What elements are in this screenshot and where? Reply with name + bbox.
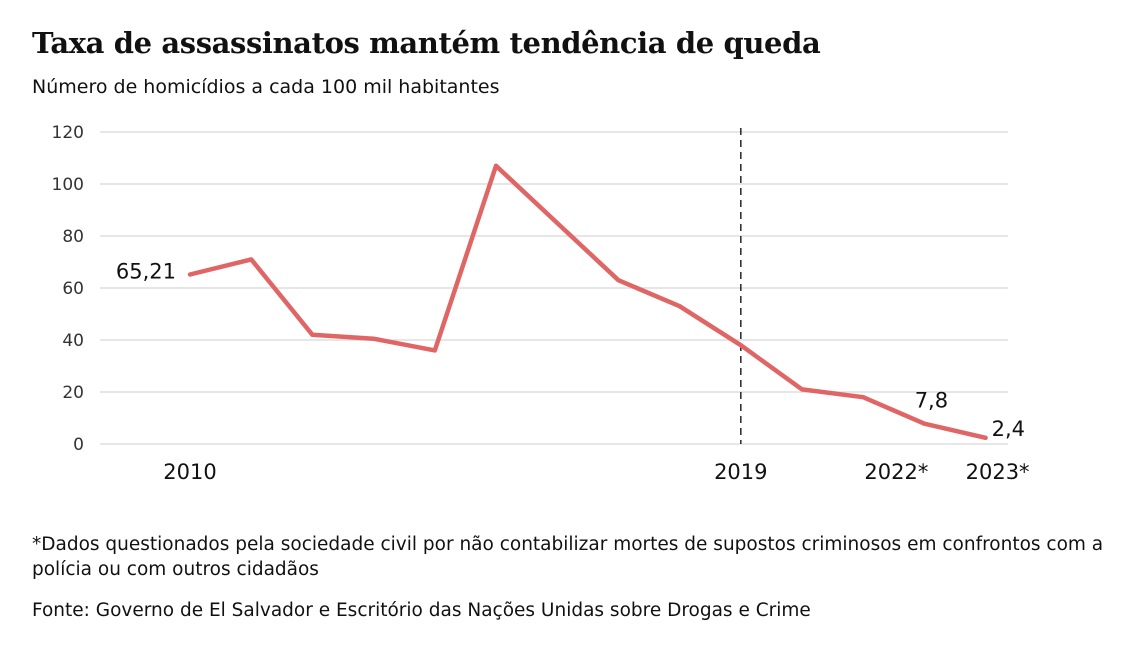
gridlines: [100, 131, 1008, 445]
x-axis-ticks: 2010 2019 2022* 2023*: [163, 460, 1029, 484]
x-tick-label-2023: 2023*: [966, 460, 1030, 484]
y-tick-label-20: 20: [62, 383, 84, 403]
chart-subtitle: Número de homicídios a cada 100 mil habi…: [32, 76, 500, 98]
data-label-2023: 2,4: [992, 417, 1025, 441]
series-line: [187, 163, 988, 441]
data-label-2010: 65,21: [116, 259, 176, 283]
x-tick-label-2022: 2022*: [864, 460, 928, 484]
y-tick-label-80: 80: [62, 227, 84, 247]
y-axis-ticks: 0 20 40 60 80 100 120: [52, 123, 84, 455]
chart-title: Taxa de assassinatos mantém tendência de…: [32, 26, 821, 60]
line-chart: 0 20 40 60 80 100 120 2010 2019 2022* 2023* 65,21…: [52, 123, 1030, 484]
data-label-2022: 7,8: [915, 389, 948, 413]
y-tick-label-40: 40: [62, 331, 84, 351]
y-tick-label-100: 100: [52, 175, 84, 195]
data-labels: 65,21 7,8 2,4: [116, 259, 1025, 440]
source-note: Fonte: Governo de El Salvador e Escritór…: [32, 600, 811, 621]
y-tick-label-0: 0: [73, 435, 84, 455]
footnote: *Dados questionados pela sociedade civil…: [32, 534, 1104, 580]
y-tick-label-60: 60: [62, 279, 84, 299]
series-line-group: [187, 163, 988, 441]
x-tick-label-2019: 2019: [714, 460, 767, 484]
x-tick-label-2010: 2010: [163, 460, 216, 484]
y-tick-label-120: 120: [52, 123, 84, 143]
